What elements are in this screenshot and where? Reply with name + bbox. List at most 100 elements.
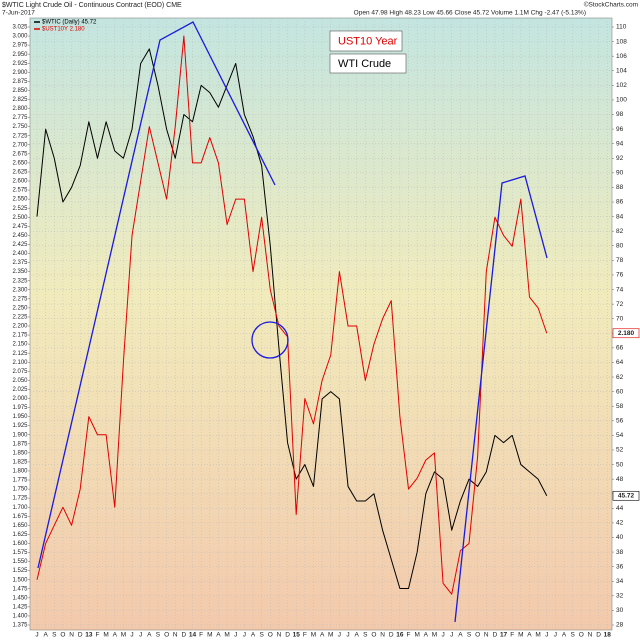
x-tick-label: A xyxy=(147,632,152,639)
y-tick-label: 2.025 xyxy=(12,387,28,393)
y2-tick-label: 76 xyxy=(616,272,624,279)
x-tick-label: O xyxy=(579,632,584,639)
y-tick-label: 1.575 xyxy=(12,550,28,556)
y2-tick-label: 86 xyxy=(616,199,624,206)
x-tick-label: F xyxy=(510,632,514,639)
x-tick-label: A xyxy=(43,632,48,639)
trend-line xyxy=(454,175,548,623)
x-tick-label: D xyxy=(493,632,498,639)
x-tick-label: A xyxy=(458,632,463,639)
x-tick-label: F xyxy=(303,632,307,639)
y2-tick-label: 90 xyxy=(616,170,624,177)
annotation: WTI Crude xyxy=(338,58,391,70)
x-tick-label: O xyxy=(164,632,169,639)
y2-tick-label: 110 xyxy=(616,24,627,31)
y2-tick-label: 58 xyxy=(616,403,624,410)
y-tick-label: 1.725 xyxy=(12,496,28,502)
y-tick-label: 1.900 xyxy=(12,432,28,438)
axes: 1.375 1.400 1.425 1.450 1.475 1.500 1.525 1.550… xyxy=(12,20,640,639)
x-tick-label: 17 xyxy=(500,632,508,639)
y2-tick-label: 74 xyxy=(616,286,624,293)
annotation-box xyxy=(329,30,403,52)
x-tick-label: D xyxy=(596,632,601,639)
x-tick-label: O xyxy=(475,632,480,639)
end-flag xyxy=(612,490,640,501)
y-tick-label: 2.950 xyxy=(12,52,28,58)
y-tick-label: 2.175 xyxy=(12,333,28,339)
y-tick-label: 2.000 xyxy=(12,396,28,402)
y2-tick-label: 100 xyxy=(616,97,627,104)
y-tick-label: 2.900 xyxy=(12,70,28,76)
x-tick-label: N xyxy=(588,632,593,639)
x-tick-label: J xyxy=(234,632,237,639)
x-tick-label: M xyxy=(328,632,333,639)
y-tick-label: 2.575 xyxy=(12,188,28,194)
y-tick-label: 1.525 xyxy=(12,568,28,574)
y-tick-label: 2.100 xyxy=(12,360,28,366)
y-tick-label: 2.325 xyxy=(12,278,28,284)
y2-tick-label: 34 xyxy=(616,578,624,585)
y2-tick-label: 28 xyxy=(616,622,624,629)
y-tick-label: 1.925 xyxy=(12,423,28,429)
y2-tick-label: 42 xyxy=(616,520,624,527)
y2-tick-label: 60 xyxy=(616,388,624,395)
y-tick-label: 1.625 xyxy=(12,532,28,538)
x-tick-label: N xyxy=(380,632,385,639)
end-flag xyxy=(612,328,640,339)
y-tick-label: 1.450 xyxy=(12,595,28,601)
y-tick-label: 2.425 xyxy=(12,242,28,248)
x-tick-label: M xyxy=(121,632,126,639)
y2-tick-label: 84 xyxy=(616,213,624,220)
y2-tick-label: 54 xyxy=(616,432,624,439)
y-tick-label: 2.625 xyxy=(12,170,28,176)
y-tick-label: 2.925 xyxy=(12,61,28,67)
y-tick-label: 1.850 xyxy=(12,450,28,456)
y-tick-label: 2.525 xyxy=(12,206,28,212)
y2-tick-label: 38 xyxy=(616,549,624,556)
y2-tick-label: 50 xyxy=(616,461,624,468)
y-tick-label: 1.650 xyxy=(12,523,28,529)
y2-tick-label: 106 xyxy=(616,53,627,60)
x-tick-label: A xyxy=(527,632,532,639)
x-tick-label: F xyxy=(407,632,411,639)
y-tick-label: 2.150 xyxy=(12,342,28,348)
y-tick-label: 1.825 xyxy=(12,459,28,465)
y2-tick-label: 32 xyxy=(616,593,624,600)
x-tick-label: J xyxy=(130,632,133,639)
x-tick-label: A xyxy=(113,632,118,639)
x-tick-label: N xyxy=(69,632,74,639)
y-tick-label: 2.675 xyxy=(12,151,28,157)
y-tick-label: 1.875 xyxy=(12,441,28,447)
x-tick-label: S xyxy=(259,632,264,639)
y-tick-label: 2.725 xyxy=(12,133,28,139)
y-tick-label: 2.350 xyxy=(12,269,28,275)
x-tick-label: S xyxy=(571,632,576,639)
y2-tick-label: 88 xyxy=(616,184,624,191)
y-tick-label: 2.650 xyxy=(12,160,28,166)
y2-tick-label: 104 xyxy=(616,67,627,74)
annotations: UST10 Year WTI Crude xyxy=(37,21,548,623)
y-tick-label: 2.600 xyxy=(12,179,28,185)
y-tick-label: 2.450 xyxy=(12,233,28,239)
y2-tick-label: 56 xyxy=(616,418,624,425)
y2-tick-label: 36 xyxy=(616,563,624,570)
y-tick-label: 1.975 xyxy=(12,405,28,411)
y2-tick-label: 44 xyxy=(616,505,624,512)
x-tick-label: 18 xyxy=(604,632,612,639)
y-tick-label: 2.500 xyxy=(12,215,28,221)
end-label: 2.180 xyxy=(618,330,635,337)
y-tick-label: 1.400 xyxy=(12,614,28,620)
y2-tick-label: 102 xyxy=(616,82,627,89)
grid xyxy=(30,18,612,630)
annotation: UST10 Year xyxy=(338,35,398,47)
x-tick-label: J xyxy=(35,632,38,639)
circle-mark xyxy=(251,321,289,359)
y2-tick-label: 80 xyxy=(616,242,624,249)
y-tick-label: 1.600 xyxy=(12,541,28,547)
x-tick-label: S xyxy=(467,632,472,639)
y-tick-label: 2.275 xyxy=(12,296,28,302)
y-tick-label: 2.825 xyxy=(12,97,28,103)
y2-tick-label: 98 xyxy=(616,111,624,118)
x-tick-label: J xyxy=(554,632,557,639)
